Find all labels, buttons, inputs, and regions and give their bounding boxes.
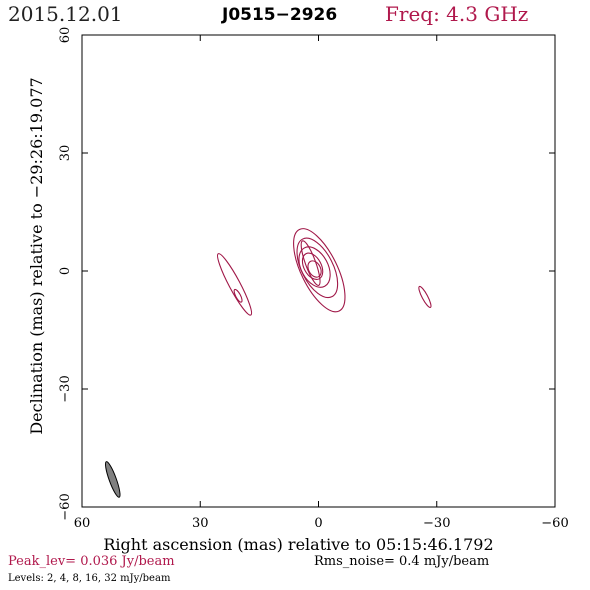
contour-jet-east	[233, 288, 243, 303]
contour-core	[301, 252, 324, 281]
y-tick-label: 0	[58, 267, 73, 275]
contour-core	[293, 228, 346, 313]
rms-noise: Rms_noise= 0.4 mJy/beam	[314, 554, 490, 569]
y-axis-label: Declination (mas) relative to −29:26:19.…	[27, 77, 46, 434]
epoch-date: 2015.12.01	[8, 2, 123, 26]
frequency-label: Freq: 4.3 GHz	[385, 2, 529, 26]
x-tick-label: −30	[423, 516, 450, 531]
contour-levels: Levels: 2, 4, 8, 16, 32 mJy/beam	[8, 573, 171, 584]
beam-ellipse	[104, 461, 121, 498]
y-tick-label: 60	[58, 27, 73, 44]
contour-core	[296, 237, 339, 299]
contour-core	[307, 260, 322, 278]
y-tick-label: −30	[58, 375, 73, 402]
contour-core-east	[300, 240, 321, 286]
x-tick-label: 0	[314, 516, 322, 531]
contour-west	[418, 285, 432, 309]
peak-level: Peak_lev= 0.036 Jy/beam	[8, 554, 175, 569]
contour-core	[298, 246, 331, 288]
y-tick-label: −60	[58, 493, 73, 520]
contour-jet-east	[216, 253, 253, 316]
beam-group	[104, 461, 121, 498]
x-axis-label: Right ascension (mas) relative to 05:15:…	[103, 535, 493, 554]
source-name: J0515−2926	[222, 5, 338, 25]
y-tick-label: 30	[58, 145, 73, 162]
x-tick-label: −60	[541, 516, 568, 531]
x-tick-label: 30	[192, 516, 209, 531]
contour-group	[216, 228, 432, 316]
axis-ticks	[81, 34, 556, 508]
x-tick-label: 60	[74, 516, 91, 531]
